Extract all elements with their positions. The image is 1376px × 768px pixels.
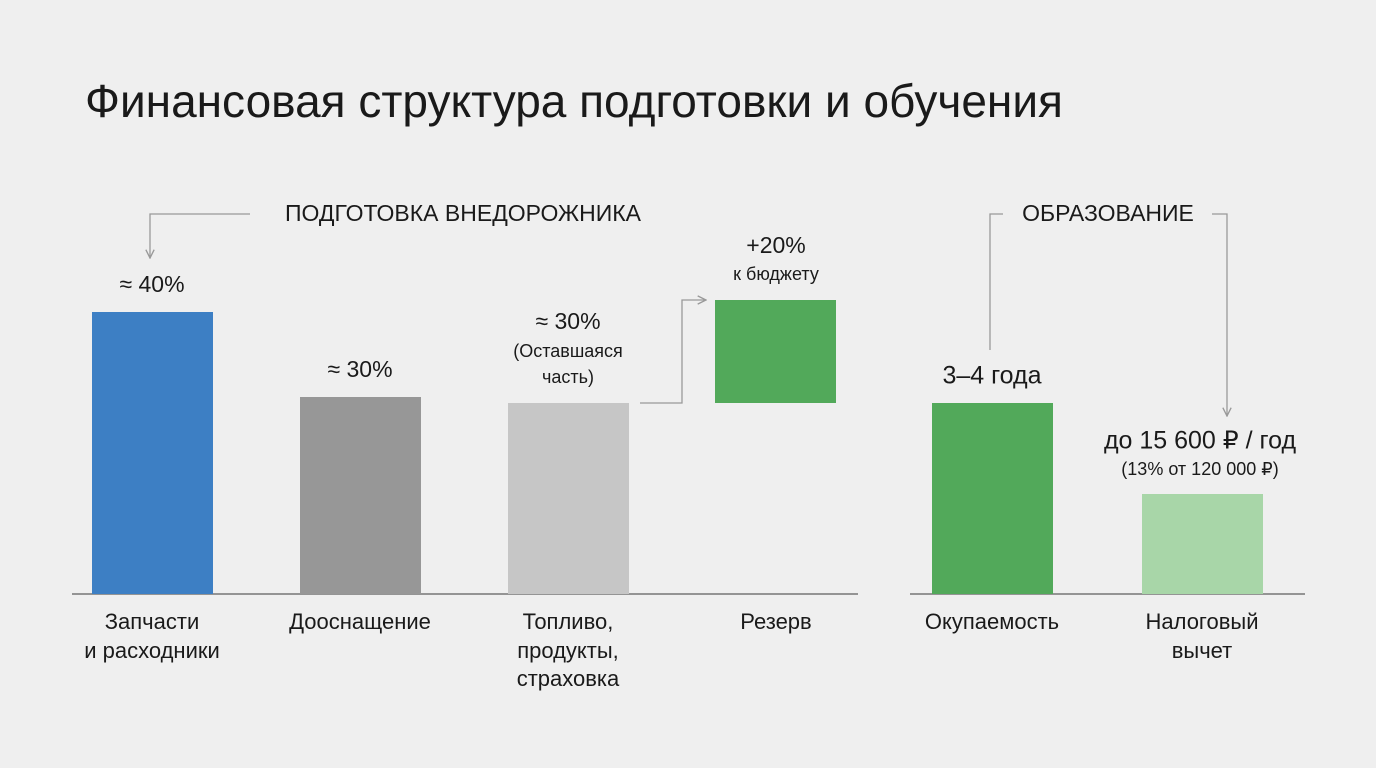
section-heading: ПОДГОТОВКА ВНЕДОРОЖНИКА bbox=[285, 200, 642, 226]
category-label: Запчасти bbox=[105, 609, 200, 634]
category-label: Резерв bbox=[740, 609, 811, 634]
bar-note: (Оставшаяся bbox=[513, 341, 623, 361]
connector bbox=[150, 213, 250, 258]
category-label: Топливо, bbox=[523, 609, 614, 634]
bar-note: часть) bbox=[542, 367, 594, 387]
bar-label: 3–4 года bbox=[942, 362, 1041, 390]
bar-label: ≈ 30% bbox=[327, 356, 392, 382]
category-label: вычет bbox=[1172, 638, 1233, 663]
bar-note: (13% от 120 000 ₽) bbox=[1121, 459, 1278, 479]
category-label: Окупаемость bbox=[925, 609, 1059, 634]
bar-label: до 15 600 ₽ / год bbox=[1104, 427, 1297, 455]
bar bbox=[92, 312, 213, 594]
connector bbox=[1212, 213, 1227, 416]
connector bbox=[640, 300, 706, 404]
bar bbox=[715, 300, 836, 403]
bar-note: к бюджету bbox=[733, 264, 819, 284]
bar-label: ≈ 30% bbox=[535, 308, 600, 334]
title: Финансовая структура подготовки и обучен… bbox=[85, 75, 1063, 127]
category-label: продукты, bbox=[517, 638, 619, 663]
connector bbox=[989, 213, 1003, 350]
category-label: и расходники bbox=[84, 638, 220, 663]
bar-label: +20% bbox=[746, 232, 805, 258]
category-label: Налоговый bbox=[1145, 609, 1258, 634]
category-label: Дооснащение bbox=[289, 609, 431, 634]
section-heading: ОБРАЗОВАНИЕ bbox=[1022, 200, 1194, 226]
bar bbox=[508, 403, 629, 594]
bar bbox=[932, 403, 1053, 594]
bar bbox=[1142, 494, 1263, 594]
category-label: страховка bbox=[517, 666, 620, 691]
bar-label: ≈ 40% bbox=[119, 271, 184, 297]
bar bbox=[300, 397, 421, 594]
